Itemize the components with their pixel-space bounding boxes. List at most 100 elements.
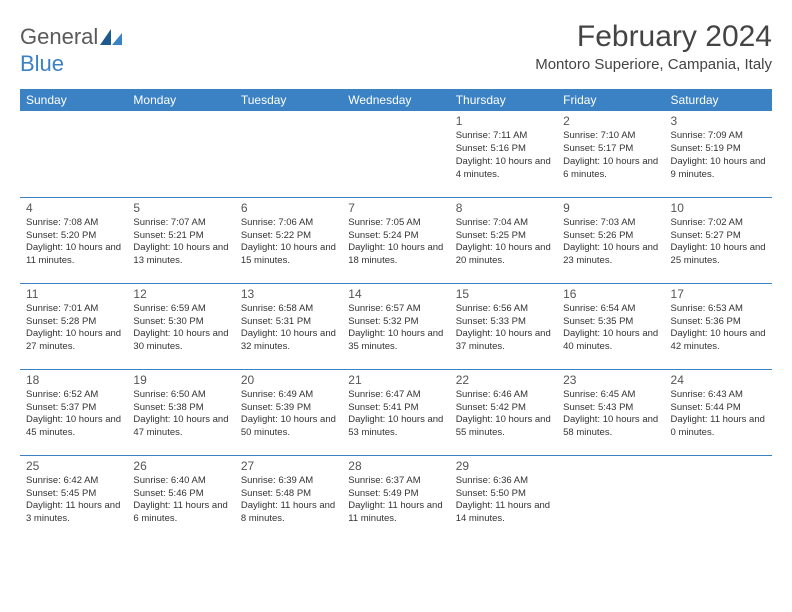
calendar-day: 5 Sunrise: 7:07 AMSunset: 5:21 PMDaylight… [127,197,234,283]
day-number: 20 [241,373,336,387]
day-number: 11 [26,287,121,301]
calendar-day: 26 Sunrise: 6:40 AMSunset: 5:46 PMDayligh… [127,455,234,541]
day-number: 28 [348,459,443,473]
day-header: Saturday [665,89,772,111]
location: Montoro Superiore, Campania, Italy [535,56,772,73]
month-title: February 2024 [535,20,772,54]
day-number: 27 [241,459,336,473]
calendar-week: 11 Sunrise: 7:01 AMSunset: 5:28 PMDayligh… [20,283,772,369]
calendar-day: 8 Sunrise: 7:04 AMSunset: 5:25 PMDaylight… [450,197,557,283]
day-detail: Sunrise: 6:39 AMSunset: 5:48 PMDaylight:… [241,475,336,526]
day-number: 6 [241,201,336,215]
calendar-day: 11 Sunrise: 7:01 AMSunset: 5:28 PMDayligh… [20,283,127,369]
day-number: 2 [563,114,658,128]
day-detail: Sunrise: 7:06 AMSunset: 5:22 PMDaylight:… [241,217,336,268]
calendar-day: 12 Sunrise: 6:59 AMSunset: 5:30 PMDayligh… [127,283,234,369]
day-header: Sunday [20,89,127,111]
day-detail: Sunrise: 7:09 AMSunset: 5:19 PMDaylight:… [671,130,766,181]
day-number: 19 [133,373,228,387]
day-detail: Sunrise: 7:07 AMSunset: 5:21 PMDaylight:… [133,217,228,268]
day-detail: Sunrise: 6:52 AMSunset: 5:37 PMDaylight:… [26,389,121,440]
day-header: Friday [557,89,664,111]
day-detail: Sunrise: 7:08 AMSunset: 5:20 PMDaylight:… [26,217,121,268]
calendar-table: SundayMondayTuesdayWednesdayThursdayFrid… [20,89,772,541]
logo-sail-icon [100,25,122,51]
day-detail: Sunrise: 6:54 AMSunset: 5:35 PMDaylight:… [563,303,658,354]
logo: GeneralBlue [20,24,122,77]
day-detail: Sunrise: 6:58 AMSunset: 5:31 PMDaylight:… [241,303,336,354]
calendar-day: 21 Sunrise: 6:47 AMSunset: 5:41 PMDayligh… [342,369,449,455]
calendar-day: 17 Sunrise: 6:53 AMSunset: 5:36 PMDayligh… [665,283,772,369]
day-detail: Sunrise: 6:43 AMSunset: 5:44 PMDaylight:… [671,389,766,440]
calendar-day: 23Sunrise: 6:45 AMSunset: 5:43 PMDayligh… [557,369,664,455]
day-detail: Sunrise: 7:04 AMSunset: 5:25 PMDaylight:… [456,217,551,268]
calendar-day: 3 Sunrise: 7:09 AMSunset: 5:19 PMDaylight… [665,111,772,197]
day-number: 17 [671,287,766,301]
calendar-body: 1 Sunrise: 7:11 AMSunset: 5:16 PMDaylight… [20,111,772,541]
day-number: 9 [563,201,658,215]
calendar-day: 6 Sunrise: 7:06 AMSunset: 5:22 PMDaylight… [235,197,342,283]
day-number: 4 [26,201,121,215]
day-number: 16 [563,287,658,301]
day-number: 8 [456,201,551,215]
calendar-day: 19 Sunrise: 6:50 AMSunset: 5:38 PMDayligh… [127,369,234,455]
day-detail: Sunrise: 6:46 AMSunset: 5:42 PMDaylight:… [456,389,551,440]
calendar-day: 2 Sunrise: 7:10 AMSunset: 5:17 PMDaylight… [557,111,664,197]
day-detail: Sunrise: 6:42 AMSunset: 5:45 PMDaylight:… [26,475,121,526]
calendar-day: 14Sunrise: 6:57 AMSunset: 5:32 PMDayligh… [342,283,449,369]
calendar-day: 15Sunrise: 6:56 AMSunset: 5:33 PMDayligh… [450,283,557,369]
day-number: 12 [133,287,228,301]
calendar-day: 27 Sunrise: 6:39 AMSunset: 5:48 PMDayligh… [235,455,342,541]
day-detail: Sunrise: 6:59 AMSunset: 5:30 PMDaylight:… [133,303,228,354]
day-detail: Sunrise: 7:01 AMSunset: 5:28 PMDaylight:… [26,303,121,354]
day-number: 7 [348,201,443,215]
day-number: 1 [456,114,551,128]
day-number: 21 [348,373,443,387]
calendar-day-empty [20,111,127,197]
calendar-day: 20 Sunrise: 6:49 AMSunset: 5:39 PMDayligh… [235,369,342,455]
title-block: February 2024 Montoro Superiore, Campani… [535,20,772,73]
calendar-day: 9 Sunrise: 7:03 AMSunset: 5:26 PMDaylight… [557,197,664,283]
day-detail: Sunrise: 6:36 AMSunset: 5:50 PMDaylight:… [456,475,551,526]
day-detail: Sunrise: 7:10 AMSunset: 5:17 PMDaylight:… [563,130,658,181]
day-number: 25 [26,459,121,473]
day-header: Thursday [450,89,557,111]
calendar-day-empty [127,111,234,197]
day-detail: Sunrise: 6:49 AMSunset: 5:39 PMDaylight:… [241,389,336,440]
calendar-head: SundayMondayTuesdayWednesdayThursdayFrid… [20,89,772,111]
calendar-day: 22 Sunrise: 6:46 AMSunset: 5:42 PMDayligh… [450,369,557,455]
calendar-day: 13 Sunrise: 6:58 AMSunset: 5:31 PMDayligh… [235,283,342,369]
day-number: 13 [241,287,336,301]
day-detail: Sunrise: 7:03 AMSunset: 5:26 PMDaylight:… [563,217,658,268]
day-detail: Sunrise: 6:53 AMSunset: 5:36 PMDaylight:… [671,303,766,354]
logo-blue: Blue [20,51,64,76]
calendar-day-empty [342,111,449,197]
day-detail: Sunrise: 6:50 AMSunset: 5:38 PMDaylight:… [133,389,228,440]
day-detail: Sunrise: 6:40 AMSunset: 5:46 PMDaylight:… [133,475,228,526]
day-number: 5 [133,201,228,215]
calendar-day: 25 Sunrise: 6:42 AMSunset: 5:45 PMDayligh… [20,455,127,541]
calendar-day-empty [235,111,342,197]
day-number: 23 [563,373,658,387]
calendar-day: 10Sunrise: 7:02 AMSunset: 5:27 PMDayligh… [665,197,772,283]
day-number: 3 [671,114,766,128]
calendar-day: 16 Sunrise: 6:54 AMSunset: 5:35 PMDayligh… [557,283,664,369]
day-detail: Sunrise: 6:37 AMSunset: 5:49 PMDaylight:… [348,475,443,526]
logo-general: General [20,24,98,49]
day-detail: Sunrise: 7:02 AMSunset: 5:27 PMDaylight:… [671,217,766,268]
day-of-week-row: SundayMondayTuesdayWednesdayThursdayFrid… [20,89,772,111]
calendar-day-empty [665,455,772,541]
day-number: 26 [133,459,228,473]
day-detail: Sunrise: 7:11 AMSunset: 5:16 PMDaylight:… [456,130,551,181]
calendar-week: 4 Sunrise: 7:08 AMSunset: 5:20 PMDaylight… [20,197,772,283]
calendar-week: 25 Sunrise: 6:42 AMSunset: 5:45 PMDayligh… [20,455,772,541]
day-detail: Sunrise: 6:47 AMSunset: 5:41 PMDaylight:… [348,389,443,440]
calendar-day: 1 Sunrise: 7:11 AMSunset: 5:16 PMDaylight… [450,111,557,197]
logo-text: GeneralBlue [20,24,122,77]
calendar-week: 1 Sunrise: 7:11 AMSunset: 5:16 PMDaylight… [20,111,772,197]
day-detail: Sunrise: 6:57 AMSunset: 5:32 PMDaylight:… [348,303,443,354]
day-number: 24 [671,373,766,387]
header: GeneralBlue February 2024 Montoro Superi… [20,20,772,77]
day-number: 22 [456,373,551,387]
day-number: 15 [456,287,551,301]
